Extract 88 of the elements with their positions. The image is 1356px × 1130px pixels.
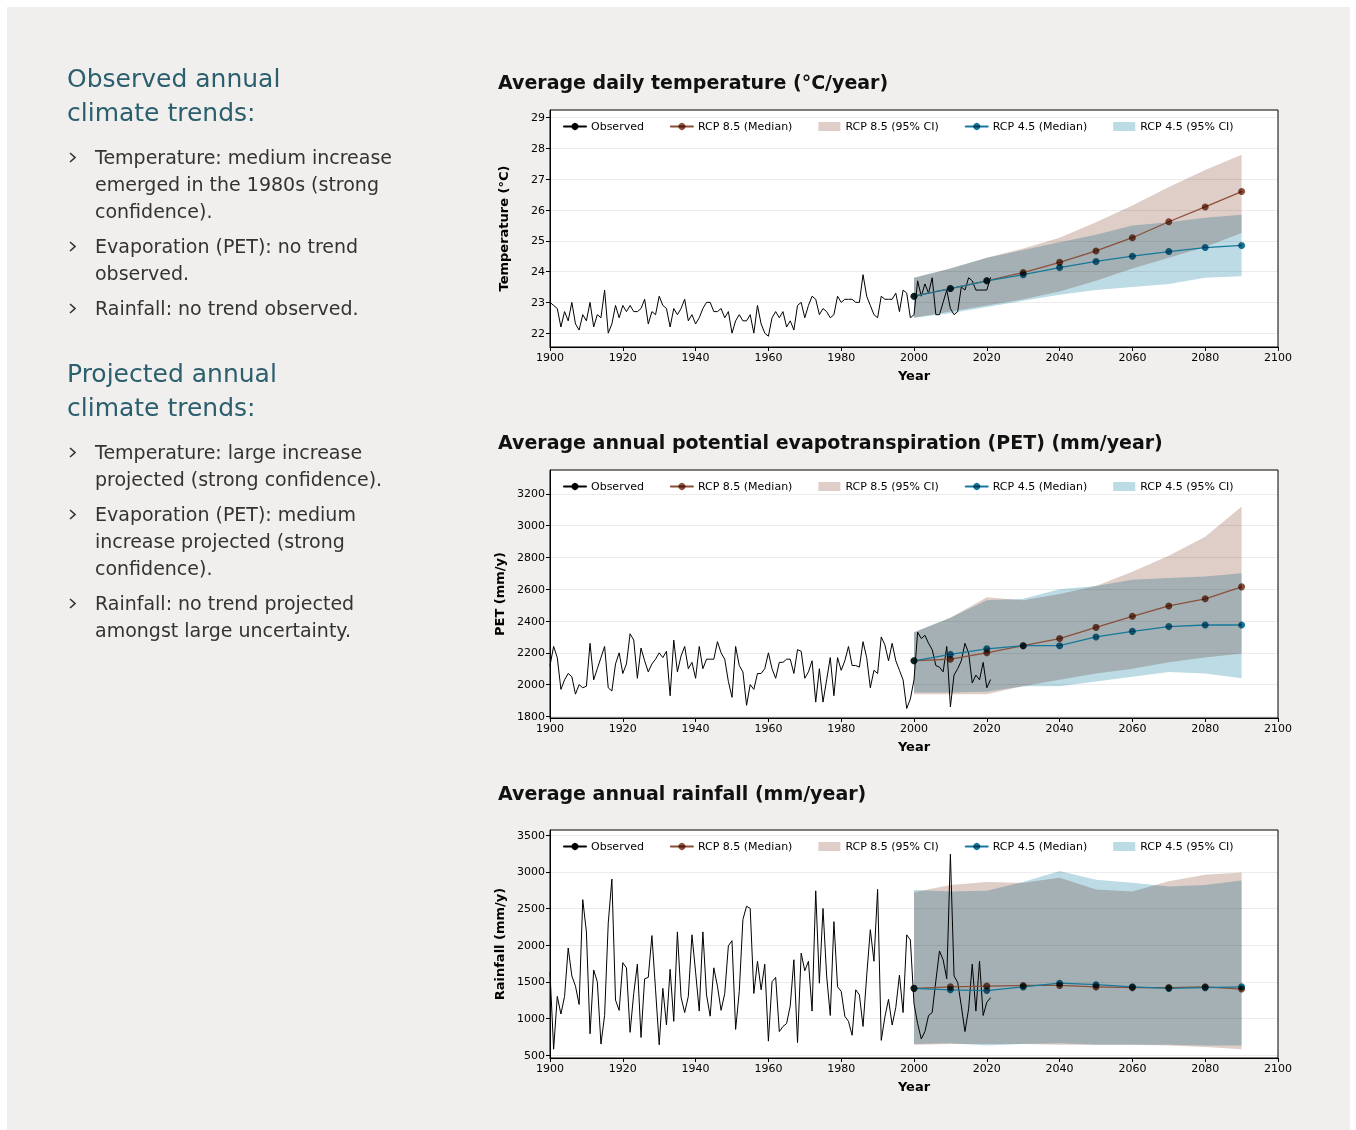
- legend-label: RCP 8.5 (Median): [697, 840, 793, 853]
- x-tick-label: 1960: [754, 1062, 783, 1075]
- legend-label: RCP 4.5 (95% CI): [1140, 120, 1234, 133]
- legend-label: RCP 8.5 (95% CI): [845, 480, 939, 493]
- x-tick-label: 1960: [754, 722, 783, 735]
- x-tick-label: 2000: [900, 351, 928, 364]
- text: Temperature: large increase projected (strong confidence).: [95, 441, 383, 490]
- x-axis-title: Year: [896, 368, 931, 383]
- text: Rainfall: no trend observed.: [95, 297, 359, 319]
- y-axis-title: Temperature (°C): [496, 165, 511, 292]
- text: Rainfall: no trend projected amongst large uncertainty.: [95, 592, 355, 641]
- legend-label: RCP 8.5 (Median): [697, 120, 793, 133]
- legend-label: RCP 4.5 (Median): [992, 480, 1088, 493]
- text: Projected annual climate trends:: [67, 358, 278, 424]
- y-tick-label: 1000: [517, 1011, 545, 1025]
- y-tick-label: 500: [524, 1048, 545, 1062]
- y-tick-label: 2600: [517, 582, 545, 596]
- legend-label: RCP 4.5 (Median): [992, 120, 1088, 133]
- legend-label: Observed: [591, 120, 644, 133]
- x-tick-label: 2020: [972, 351, 1001, 364]
- y-tick-label: 2200: [517, 646, 545, 660]
- x-tick-label: 1980: [827, 1062, 856, 1075]
- x-tick-label: 2080: [1191, 722, 1220, 735]
- x-tick-label: 1960: [754, 351, 783, 364]
- x-tick-label: 2060: [1118, 722, 1147, 735]
- x-tick-label: 1980: [827, 351, 856, 364]
- x-tick-label: 1920: [608, 722, 637, 735]
- y-tick-label: 26: [531, 203, 545, 217]
- y-tick-label: 25: [531, 234, 545, 248]
- chart-title: Average daily temperature (°C/year): [498, 70, 889, 93]
- y-tick-label: 28: [531, 141, 545, 155]
- y-axis-title: Rainfall (mm/y): [492, 887, 508, 1001]
- x-tick-label: 2040: [1045, 351, 1074, 364]
- x-tick-label: 2080: [1191, 1062, 1220, 1075]
- x-tick-label: 2080: [1191, 351, 1220, 364]
- x-tick-label: 1900: [536, 351, 564, 364]
- x-tick-label: 1980: [827, 722, 856, 735]
- y-tick-label: 24: [531, 265, 545, 279]
- y-tick-label: 2000: [517, 678, 545, 692]
- text: Evaporation (PET): no trend observed.: [95, 235, 359, 284]
- text: Temperature: medium increase emerged in the 1980s (strong confidence).: [95, 146, 393, 222]
- x-tick-label: 1940: [681, 722, 710, 735]
- x-tick-label: 1900: [536, 722, 564, 735]
- x-axis-title: Year: [896, 739, 931, 754]
- y-tick-label: 3000: [517, 865, 545, 879]
- text: Observed annual climate trends:: [67, 63, 282, 129]
- x-tick-label: 2060: [1118, 351, 1147, 364]
- x-tick-label: 2060: [1118, 1062, 1147, 1075]
- y-tick-label: 29: [531, 111, 545, 125]
- y-tick-label: 2500: [517, 901, 545, 915]
- y-tick-label: 22: [531, 326, 545, 340]
- x-tick-label: 2100: [1264, 351, 1292, 364]
- x-tick-label: 1920: [608, 351, 637, 364]
- chart-title: Average annual rainfall (mm/year): [498, 781, 867, 804]
- x-tick-label: 2100: [1264, 1062, 1292, 1075]
- x-tick-label: 1920: [608, 1062, 637, 1075]
- y-tick-label: 2400: [517, 614, 545, 628]
- x-tick-label: 1900: [536, 1062, 564, 1075]
- chart-title: Average annual potential evapotranspiration (PET) (mm/year): [498, 430, 1163, 453]
- x-tick-label: 2020: [972, 722, 1001, 735]
- x-tick-label: 2000: [900, 1062, 928, 1075]
- y-tick-label: 27: [531, 172, 545, 186]
- legend-label: RCP 8.5 (95% CI): [845, 120, 939, 133]
- y-tick-label: 1500: [517, 975, 545, 989]
- y-tick-label: 2000: [517, 938, 545, 952]
- y-tick-label: 1800: [517, 709, 545, 723]
- x-axis-title: Year: [896, 1079, 931, 1094]
- legend-label: RCP 8.5 (95% CI): [845, 840, 939, 853]
- y-axis-title: PET (mm/y): [492, 552, 508, 636]
- text: Evaporation (PET): medium increase projected (strong confidence).: [95, 503, 356, 579]
- y-tick-label: 23: [531, 295, 545, 309]
- x-tick-label: 2020: [972, 1062, 1001, 1075]
- x-tick-label: 2040: [1045, 722, 1074, 735]
- legend-label: RCP 4.5 (95% CI): [1140, 840, 1234, 853]
- x-tick-label: 1940: [681, 351, 710, 364]
- y-tick-label: 3200: [517, 487, 545, 501]
- legend-label: RCP 8.5 (Median): [697, 480, 793, 493]
- legend-label: Observed: [591, 840, 644, 853]
- y-tick-label: 3000: [517, 519, 545, 533]
- legend-label: RCP 4.5 (95% CI): [1140, 480, 1234, 493]
- x-tick-label: 2000: [900, 722, 928, 735]
- x-tick-label: 2040: [1045, 1062, 1074, 1075]
- x-tick-label: 2100: [1264, 722, 1292, 735]
- legend-label: Observed: [591, 480, 644, 493]
- y-tick-label: 2800: [517, 550, 545, 564]
- x-tick-label: 1940: [681, 1062, 710, 1075]
- legend-label: RCP 4.5 (Median): [992, 840, 1088, 853]
- y-tick-label: 3500: [517, 828, 545, 842]
